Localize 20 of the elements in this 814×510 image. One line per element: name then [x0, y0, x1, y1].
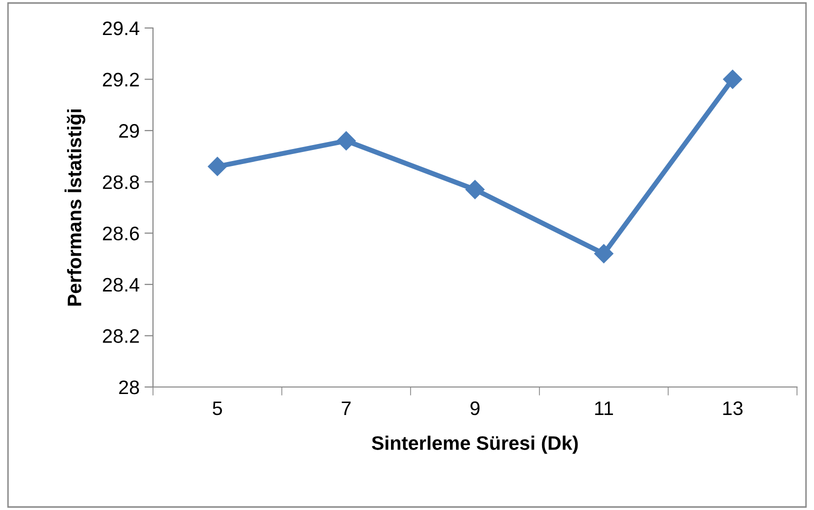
x-tick-label: 11	[595, 402, 613, 415]
x-tick-label: 7	[342, 402, 351, 415]
point	[336, 131, 356, 150]
x-tick-label: 5	[212, 402, 222, 416]
y-tick-label: 28.4	[102, 278, 140, 292]
y-tick-label: 28.8	[102, 175, 139, 190]
point	[208, 156, 227, 176]
y-tick-label: 28	[119, 380, 139, 394]
y-tick-label: 29.4	[102, 21, 140, 36]
x-tick-label: 9	[470, 401, 480, 416]
y-tick-label: 29.2	[102, 72, 139, 87]
y-tick-label: 28.6	[102, 226, 139, 240]
x-tick-label: 13	[723, 401, 743, 416]
point	[465, 180, 485, 200]
point	[723, 70, 742, 89]
point	[594, 244, 614, 264]
x-axis-title: Sinterleme Süresi (Dk)	[372, 436, 578, 454]
y-tick-label: 28.2	[102, 329, 139, 343]
y-tick-label: 29	[119, 124, 139, 138]
y-axis-title: Performans İstatistiği	[64, 109, 86, 306]
